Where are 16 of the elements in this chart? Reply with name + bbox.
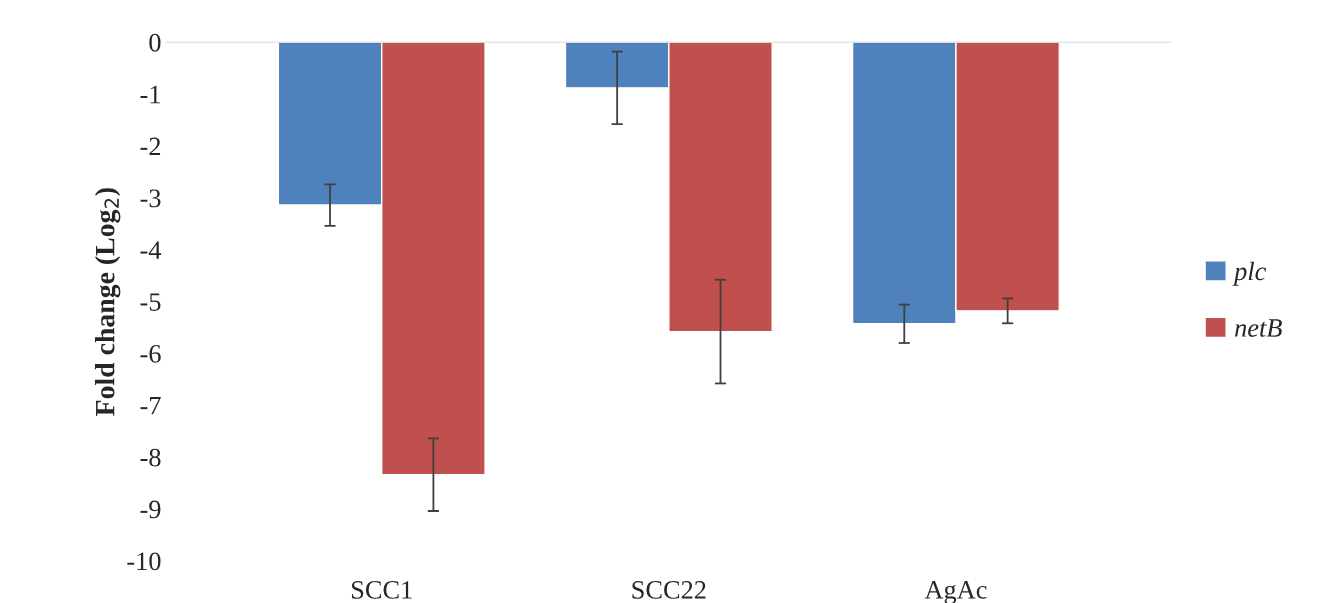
y-tick-label: -7 — [140, 397, 161, 415]
y-tick-label: -6 — [140, 345, 161, 363]
y-tick-label: -1 — [140, 85, 160, 104]
y-tick-label: 0 — [149, 33, 161, 52]
y-axis-title: Fold change (Log$_{2}$) — [94, 188, 121, 416]
y-tick-label: -9 — [140, 500, 161, 519]
y-tick-label: -3 — [140, 189, 161, 208]
y-tick-label: -8 — [140, 448, 161, 467]
y-tick-label: -4 — [140, 241, 162, 259]
y-tick-label: -2 — [140, 137, 161, 156]
legend-label: plc — [1232, 261, 1267, 286]
x-tick-label: SCC22 — [632, 581, 706, 599]
y-tick-label: -5 — [140, 293, 161, 311]
y-tick-label: -10 — [127, 552, 161, 571]
x-tick-label: SCC1 — [351, 581, 412, 599]
legend-label: netB — [1235, 319, 1282, 337]
